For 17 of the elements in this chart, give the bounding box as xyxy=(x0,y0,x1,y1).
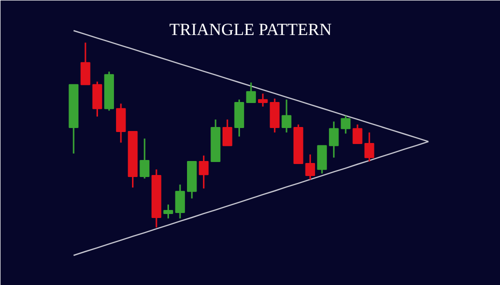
candlestick xyxy=(364,132,374,162)
candlestick xyxy=(328,120,339,158)
candlestick xyxy=(222,118,232,146)
candlestick xyxy=(163,204,174,220)
candlestick xyxy=(282,98,292,134)
candlestick xyxy=(175,184,185,220)
candlestick xyxy=(116,102,126,144)
candlestick xyxy=(340,114,351,134)
candlestick xyxy=(198,154,209,190)
candlestick xyxy=(140,138,150,180)
candlestick xyxy=(258,92,268,108)
candlestick xyxy=(317,144,327,174)
candlestick xyxy=(352,124,362,144)
candlestick xyxy=(246,82,256,104)
candlestick xyxy=(305,154,316,180)
candlestick xyxy=(80,42,90,86)
chart-title: TRIANGLE PATTERN xyxy=(169,20,332,39)
